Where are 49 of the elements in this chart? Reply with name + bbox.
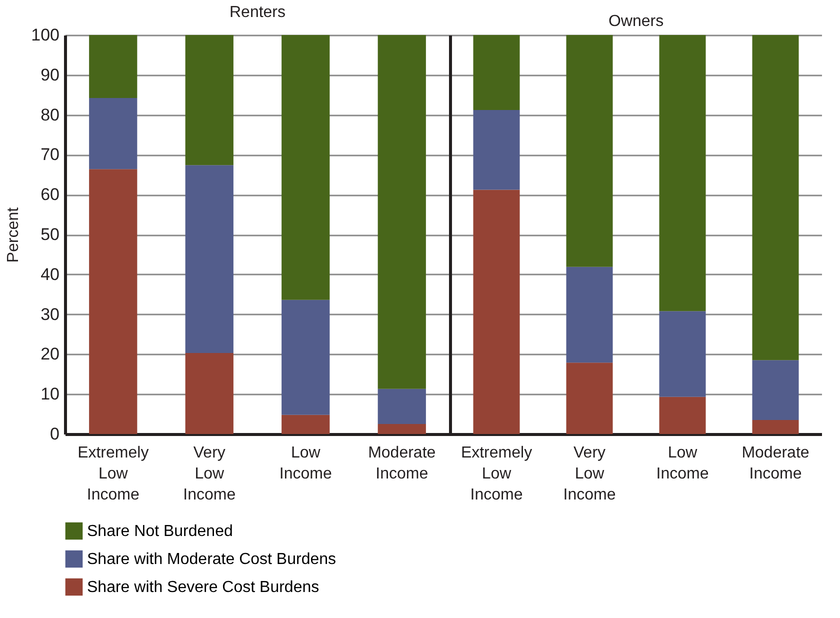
- x-tick-label: Low Income: [279, 444, 332, 482]
- bar: [378, 388, 426, 424]
- x-tick-label: Very Low Income: [183, 444, 236, 504]
- bar: [473, 110, 520, 190]
- bar: [89, 169, 138, 434]
- x-tick-label: Low Income: [656, 444, 709, 482]
- x-tick-label: Extremely Low Income: [460, 444, 532, 504]
- bar: [659, 35, 706, 312]
- bar: [185, 35, 234, 166]
- y-tick-label: 40: [40, 264, 60, 284]
- bar: [566, 362, 613, 434]
- y-tick-label: 10: [40, 384, 60, 404]
- y-tick-label: 90: [40, 65, 60, 84]
- bar: [566, 266, 613, 363]
- legend-label: Share Not Burdened: [87, 523, 233, 540]
- y-tick-label: 100: [31, 26, 60, 44]
- x-tick-label: Moderate Income: [368, 444, 436, 482]
- bar: [282, 300, 330, 415]
- legend-label: Share with Moderate Cost Burdens: [87, 551, 336, 568]
- legend-label: Share with Severe Cost Burdens: [87, 579, 320, 596]
- bar: [378, 424, 426, 434]
- bar: [752, 360, 799, 420]
- y-tick-label: 50: [40, 225, 60, 244]
- bar: [473, 35, 520, 110]
- bar: [89, 98, 138, 170]
- y-tick-label: 0: [50, 424, 60, 444]
- bar: [378, 35, 426, 389]
- bar: [566, 35, 613, 267]
- chart-title: Renters: [229, 4, 286, 21]
- chart-title: Owners: [608, 13, 664, 30]
- x-tick-label: Moderate Income: [742, 444, 810, 482]
- bar: [473, 190, 520, 434]
- bar: [659, 311, 706, 397]
- y-tick-label: 30: [40, 304, 60, 324]
- bar: [752, 35, 799, 360]
- y-tick-label: 20: [40, 344, 60, 364]
- y-axis-title: Percent: [5, 206, 22, 263]
- bar: [89, 35, 138, 98]
- bar: [185, 165, 234, 354]
- bar: [282, 414, 330, 434]
- y-tick-label: 70: [40, 145, 60, 164]
- x-tick-label: Very Low Income: [563, 444, 616, 504]
- y-tick-label: 60: [40, 185, 60, 204]
- y-tick-label: 80: [40, 105, 60, 124]
- bar: [752, 420, 799, 434]
- bar: [659, 396, 706, 434]
- bar: [282, 35, 330, 300]
- bar: [185, 353, 234, 434]
- x-tick-label: Extremely Low Income: [78, 444, 149, 504]
